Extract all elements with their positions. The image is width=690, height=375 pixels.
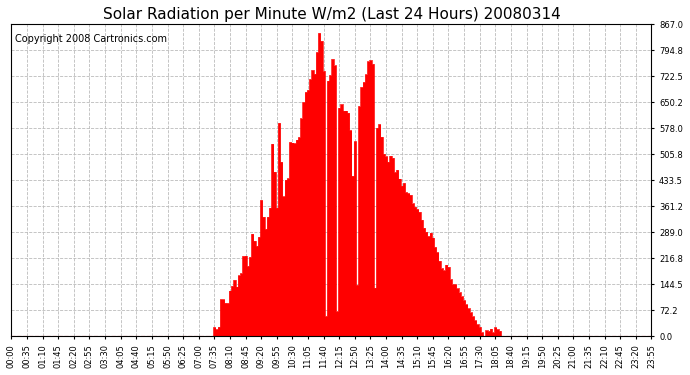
Text: Copyright 2008 Cartronics.com: Copyright 2008 Cartronics.com [14,34,167,44]
Title: Solar Radiation per Minute W/m2 (Last 24 Hours) 20080314: Solar Radiation per Minute W/m2 (Last 24… [103,7,560,22]
